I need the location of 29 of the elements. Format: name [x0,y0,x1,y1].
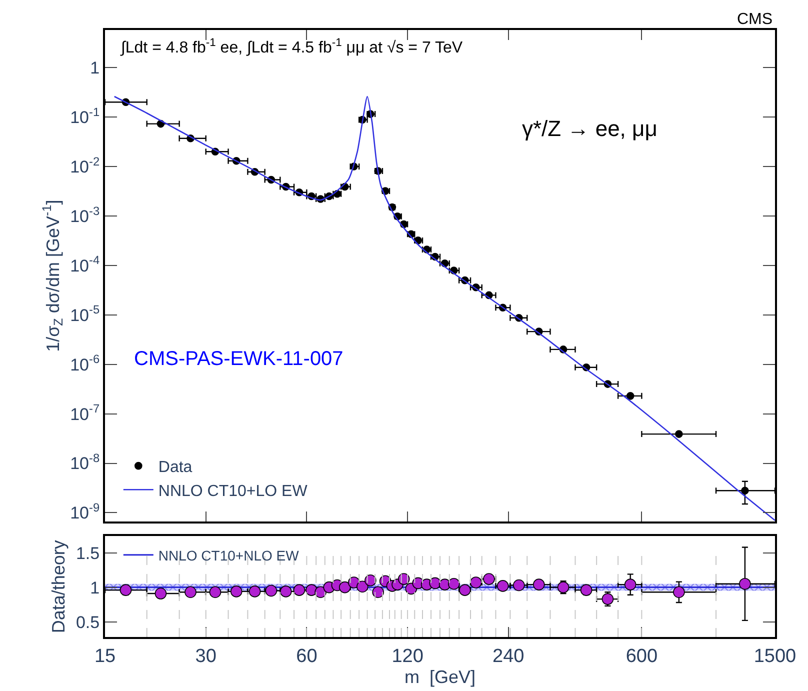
x-tick-label: 1500 [754,646,796,667]
annotation: ∫Ldt = 4.8 fb$^{-1}$ ee, ∫Ldt = 4.5 fb$^{-1}$ μμ at √s = 7 TeV [120,37,463,57]
x-tick-label: 15 [94,646,116,667]
y-tick-label: 1.5 [76,544,100,563]
y-tick-label: 10$^{-2}$ [70,154,100,176]
text: CMS [737,11,773,28]
y-tick-label: 10$^{-6}$ [70,352,100,374]
x-axis-title: m [GeV] [404,666,476,687]
x-tick-label: 240 [492,646,524,667]
x-tick-label: 30 [195,646,216,667]
y-tick-label: 10$^{-1}$ [70,104,100,127]
y-tick-label: 10$^{-8}$ [70,451,100,474]
y-tick-label: 1 [90,578,100,598]
annotation: CMS-PAS-EWK-11-007 [134,348,344,370]
x-tick-label: 600 [626,646,658,667]
y-tick-label: 10$^{-9}$ [70,500,100,523]
legend-label: Data [158,459,192,476]
y-axis-title: Data/theory [48,540,69,634]
legend-label: NNLO CT10+LO EW [158,482,308,500]
y-tick-label: 10$^{-5}$ [70,302,100,325]
y-tick-label: 0.5 [76,612,100,632]
series-label: NNLO CT10+NLO EW [158,547,300,564]
x-tick-label: 60 [296,646,318,667]
annotation: γ*/Z → ee, μμ [522,116,658,141]
y-tick-label: 1 [90,58,100,78]
x-tick-label: 120 [392,646,424,667]
y-tick-label: 10$^{-7}$ [70,402,100,424]
y-tick-label: 10$^{-3}$ [70,204,100,226]
y-tick-label: 10$^{-4}$ [70,253,100,276]
